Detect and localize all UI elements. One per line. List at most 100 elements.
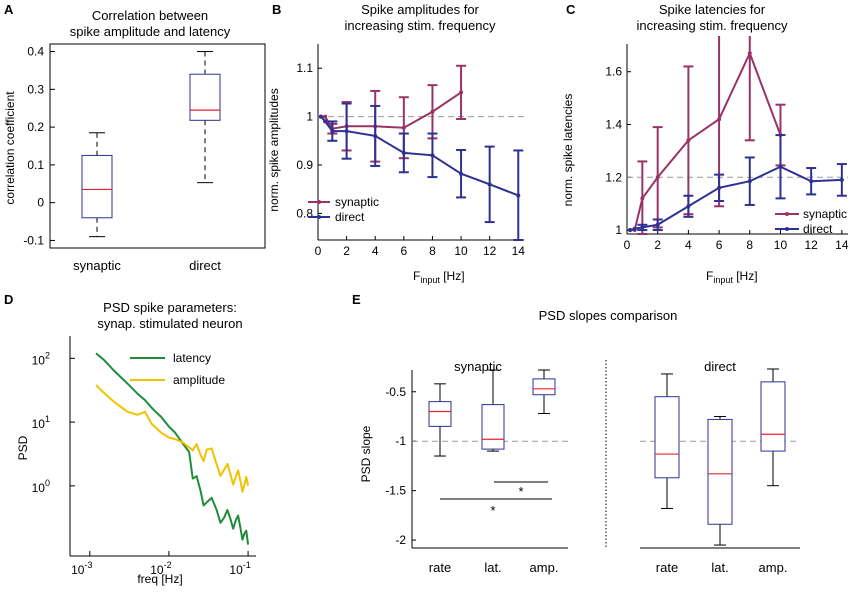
panel-d-line-amplitude bbox=[95, 384, 250, 493]
panel-b-title-line1: Spike amplitudes for bbox=[361, 2, 479, 17]
panel-b-series bbox=[318, 64, 524, 241]
panel-c-ytick-label: 1.4 bbox=[605, 117, 622, 131]
panel-c-legend-synaptic: synaptic bbox=[803, 207, 847, 221]
panel-c-point-direct bbox=[686, 204, 691, 209]
panel-b-xtick-label: 4 bbox=[372, 244, 379, 258]
panel-b-legend: synaptic direct bbox=[308, 195, 379, 224]
panel-d-xtick-label: 10-3 bbox=[71, 560, 92, 577]
panel-d-ytick-label: 100 bbox=[32, 478, 50, 495]
panel-a-ytick-label: 0 bbox=[37, 196, 44, 210]
panel-a-boxes bbox=[81, 51, 221, 238]
panel-a-xtick-label: direct bbox=[189, 258, 221, 273]
panel-c-xtick-label: 12 bbox=[804, 238, 818, 252]
panel-b-ytick-label: 1.1 bbox=[296, 61, 313, 75]
panel-b-xtick-label: 6 bbox=[400, 244, 407, 258]
panel-e-xtick-label: rate bbox=[656, 560, 678, 575]
panel-c-xtick-label: 2 bbox=[654, 238, 661, 252]
panel-c-point-direct bbox=[809, 179, 814, 184]
panel-e-ytick-label: -2 bbox=[395, 533, 406, 547]
panel-e-xtick-label: amp. bbox=[530, 560, 559, 575]
panel-d-xtick-label: 10-2 bbox=[150, 560, 171, 577]
panel-b-xtick-label: 2 bbox=[343, 244, 350, 258]
panel-c-legend-direct: direct bbox=[803, 222, 833, 236]
panel-b-axes: 0 2 4 6 8 10 12 14 0.8 0.9 1 1.1 bbox=[296, 44, 525, 258]
panel-c-line-direct bbox=[629, 165, 842, 232]
panel-d-title-line1: PSD spike parameters: bbox=[103, 300, 237, 315]
panel-c: C Spike latencies for increasing stim. f… bbox=[561, 2, 849, 285]
panel-d: D PSD spike parameters: synap. stimulate… bbox=[4, 292, 256, 586]
panel-c-xtick-label: 8 bbox=[746, 238, 753, 252]
panel-b-legend-direct: direct bbox=[335, 210, 365, 224]
panel-d-series bbox=[95, 352, 250, 545]
panel-a-box bbox=[189, 73, 221, 121]
panel-b-ytick-label: 1 bbox=[306, 110, 313, 124]
panel-c-point-direct bbox=[628, 228, 633, 233]
panel-e-box bbox=[481, 404, 505, 450]
panel-c-xtick-label: 6 bbox=[716, 238, 723, 252]
panel-b-title-line2: increasing stim. frequency bbox=[344, 18, 496, 33]
panel-a-ylabel: correlation coefficient bbox=[3, 91, 17, 205]
panel-b-point-synaptic bbox=[323, 114, 328, 119]
panel-b-point-direct bbox=[516, 193, 521, 198]
panel-d-ylabel: PSD bbox=[16, 435, 30, 460]
panel-b-letter: B bbox=[272, 2, 281, 17]
panel-b-point-direct bbox=[459, 171, 464, 176]
panel-c-ytick-label: 1.2 bbox=[605, 170, 622, 184]
panel-b-point-direct bbox=[373, 133, 378, 138]
panel-b-xtick-label: 0 bbox=[315, 244, 322, 258]
panel-c-xtick-label: 10 bbox=[774, 238, 788, 252]
panel-a: A Correlation between spike amplitude an… bbox=[3, 2, 266, 273]
panel-c-axes: 0 2 4 6 8 10 12 14 1 1.2 1.4 1.6 bbox=[605, 44, 849, 252]
panel-a-title-line2: spike amplitude and latency bbox=[70, 24, 231, 39]
panel-c-point-direct bbox=[747, 179, 752, 184]
panel-b-point-direct bbox=[318, 114, 323, 119]
panel-c-title-line2: increasing stim. frequency bbox=[636, 18, 788, 33]
panel-e-ytick-label: -1.5 bbox=[385, 484, 406, 498]
panel-c-point-synaptic bbox=[655, 175, 660, 180]
panel-a-ytick-label: 0.2 bbox=[27, 120, 44, 134]
panel-b-line-synaptic bbox=[320, 91, 462, 130]
panel-c-ytick-label: 1.6 bbox=[605, 65, 622, 79]
panel-d-axes: 10-3 10-2 10-1 100 101 102 bbox=[32, 336, 256, 577]
panel-e-xtick-label: rate bbox=[429, 560, 451, 575]
panel-a-ytick-label: 0.4 bbox=[27, 45, 44, 59]
panel-c-point-direct bbox=[640, 225, 645, 230]
panel-c-point-synaptic bbox=[747, 51, 752, 56]
panel-c-ytick-label: 1 bbox=[615, 223, 622, 237]
panel-c-legend: synaptic direct bbox=[775, 207, 847, 236]
panel-d-legend-latency: latency bbox=[173, 351, 211, 365]
panel-b-xtick-label: 12 bbox=[483, 244, 497, 258]
panel-c-xlabel: Finput [Hz] bbox=[706, 269, 758, 285]
panel-e-box bbox=[707, 418, 733, 525]
panel-a-ytick-label: -0.1 bbox=[23, 233, 44, 247]
panel-b-point-direct bbox=[344, 129, 349, 134]
panel-b-xtick-label: 8 bbox=[429, 244, 436, 258]
panel-e-sig-star-rate-amp: * bbox=[490, 503, 495, 518]
panel-a-frame bbox=[49, 43, 266, 249]
panel-c-point-synaptic bbox=[686, 138, 691, 143]
panel-d-legend-amplitude: amplitude bbox=[173, 373, 225, 387]
panel-e-box bbox=[532, 378, 556, 396]
panel-e-group-direct-label: direct bbox=[704, 359, 736, 374]
panel-a-title-line1: Correlation between bbox=[92, 8, 208, 23]
panel-b-point-direct bbox=[487, 182, 492, 187]
panel-e-significance: * * bbox=[440, 481, 552, 518]
panel-a-xtick-label: synaptic bbox=[73, 258, 121, 273]
panel-b-point-synaptic bbox=[401, 125, 406, 130]
panel-c-point-synaptic bbox=[640, 196, 645, 201]
panel-b-xlabel: Finput [Hz] bbox=[413, 269, 465, 285]
panel-c-ylabel: norm. spike latencies bbox=[561, 94, 575, 207]
panel-c-point-direct bbox=[632, 226, 637, 231]
panel-c-point-direct bbox=[655, 222, 660, 227]
panel-b-legend-synaptic: synaptic bbox=[335, 195, 379, 209]
panel-b-point-synaptic bbox=[430, 109, 435, 114]
panel-b-xtick-label: 14 bbox=[512, 244, 526, 258]
panel-e-title: PSD slopes comparison bbox=[539, 308, 678, 323]
panel-a-box bbox=[81, 154, 113, 219]
panel-e-sig-star-lat-amp: * bbox=[518, 484, 523, 499]
panel-b-ytick-label: 0.8 bbox=[296, 206, 313, 220]
panel-e-ylabel: PSD slope bbox=[359, 425, 373, 482]
panel-c-point-direct bbox=[839, 177, 844, 182]
panel-b-ytick-label: 0.9 bbox=[296, 158, 313, 172]
